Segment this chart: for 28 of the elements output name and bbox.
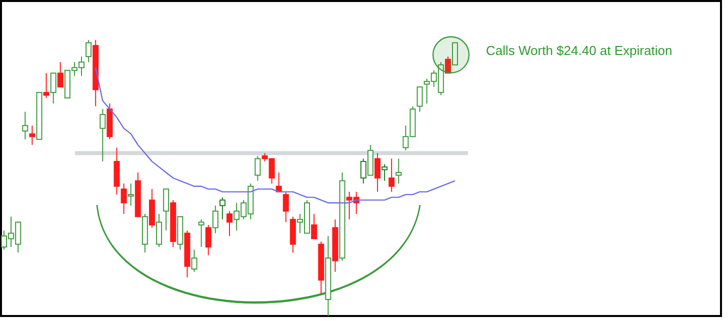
candlestick — [120, 183, 127, 214]
candlestick — [374, 152, 380, 192]
candlestick — [198, 218, 204, 248]
candlestick — [282, 191, 289, 223]
candlestick — [100, 108, 106, 162]
candlestick — [416, 86, 423, 112]
candlestick — [29, 125, 36, 146]
candlestick — [57, 62, 64, 88]
candlestick — [128, 183, 134, 206]
candlestick — [156, 213, 162, 248]
candlestick — [212, 205, 218, 234]
candlestick — [226, 210, 232, 236]
candlestick — [444, 56, 451, 74]
candlestick — [311, 213, 318, 240]
candlestick — [219, 196, 226, 220]
candlestick — [86, 40, 92, 63]
candlestick — [205, 224, 212, 256]
candlestick — [452, 42, 458, 66]
candlestick — [22, 111, 28, 140]
candlestick — [50, 72, 56, 104]
text: Calls Worth $24.40 at Expiration — [486, 43, 672, 58]
candlestick — [191, 249, 198, 272]
candlestick — [388, 158, 395, 192]
candlestick — [382, 164, 388, 182]
candlestick — [396, 158, 402, 184]
candlestick — [163, 188, 170, 231]
candlestick — [43, 72, 50, 98]
candlestick — [254, 155, 261, 182]
